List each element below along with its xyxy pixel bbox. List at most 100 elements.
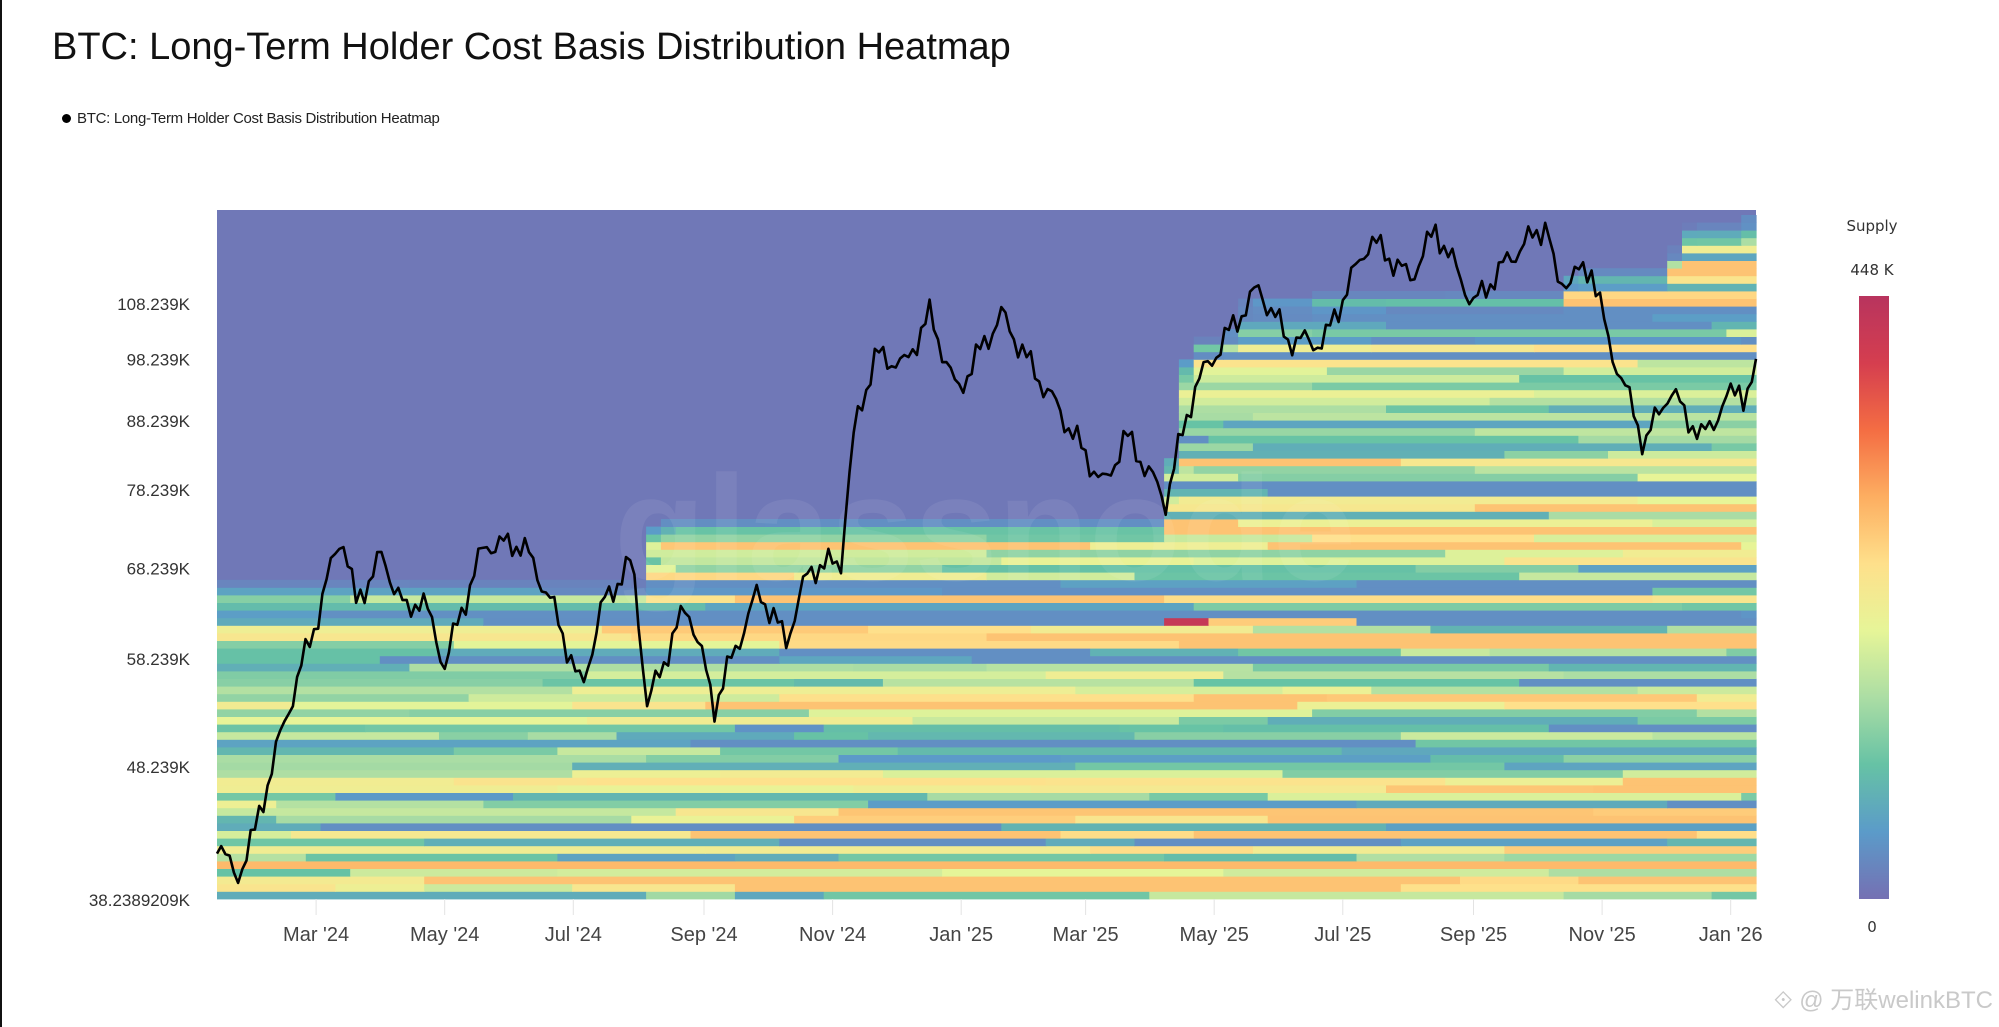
heatmap-cell: [971, 655, 1757, 664]
heatmap-cell: [1726, 329, 1757, 337]
heatmap-cell: [1415, 564, 1579, 573]
heatmap-cell: [1563, 891, 1713, 900]
heatmap-cell: [335, 883, 425, 892]
heatmap-cell: [1178, 420, 1224, 429]
heatmap-cell: [1193, 830, 1698, 839]
heatmap-cell: [542, 587, 647, 596]
heatmap-cell: [1711, 443, 1757, 451]
legend-dot-icon: [62, 114, 71, 123]
heatmap-cell: [1548, 405, 1757, 413]
heatmap-cell: [1178, 412, 1254, 421]
legend[interactable]: BTC: Long-Term Holder Cost Basis Distrib…: [62, 110, 440, 127]
heatmap-cell: [217, 731, 440, 740]
heatmap-cell: [379, 655, 780, 664]
heatmap-cell: [217, 579, 410, 588]
heatmap-cell: [1608, 450, 1757, 459]
heatmap-cell: [1178, 359, 1195, 368]
heatmap-cell: [823, 724, 1121, 733]
x-axis: Mar '24 May '24 Jul '24 Sep '24 Nov '24 Jan '…: [283, 899, 1763, 946]
heatmap-cell: [217, 648, 440, 657]
heatmap-cell: [1178, 389, 1535, 398]
heatmap-cell: [646, 557, 662, 565]
heatmap-cell: [1252, 306, 1313, 315]
heatmap-cell: [1667, 260, 1683, 269]
heatmap-cell: [1193, 374, 1520, 383]
heatmap-cell: [1386, 306, 1565, 315]
heatmap-cell: [720, 792, 928, 801]
heatmap-cell: [1445, 291, 1565, 299]
heatmap-cell: [217, 792, 336, 801]
heatmap-cell: [1238, 336, 1372, 345]
heatmap-cell: [542, 678, 795, 687]
colorbar: Supply 448 K 0: [1846, 217, 1897, 936]
heatmap-cell: [1178, 374, 1195, 383]
heatmap-cell: [1223, 420, 1653, 429]
heatmap-cell: [557, 868, 943, 877]
heatmap-cell: [1356, 579, 1757, 588]
heatmap-cell: [1667, 253, 1683, 261]
heatmap-cell: [646, 564, 677, 573]
heatmap-cell: [1519, 678, 1757, 687]
heatmap-cell: [217, 891, 647, 900]
heatmap-cell: [483, 800, 869, 809]
heatmap-cell: [1667, 412, 1757, 421]
heatmap-cell: [439, 648, 780, 657]
heatmap-cell: [1312, 313, 1654, 322]
heatmap-cell: [1548, 663, 1757, 672]
heatmap-cell: [276, 815, 632, 824]
heatmap-cell: [217, 678, 544, 687]
x-tick-label: Nov '25: [1569, 924, 1636, 946]
x-tick-label: May '25: [1179, 924, 1248, 946]
heatmap-cell: [1593, 785, 1757, 793]
heatmap-cell: [660, 534, 988, 543]
heatmap-cell: [350, 595, 647, 603]
heatmap-cell: [1741, 222, 1757, 231]
heatmap-cell: [1001, 823, 1387, 831]
glassnode-watermark: glassnode: [614, 444, 1356, 612]
heatmap-cell: [868, 625, 1032, 634]
heatmap-cell: [1652, 731, 1757, 740]
heatmap-cell: [1134, 572, 1520, 581]
heatmap-cell: [513, 792, 721, 801]
heatmap-cell: [1474, 503, 1757, 512]
heatmap-cell: [1178, 465, 1195, 474]
heatmap-cell: [453, 747, 558, 755]
x-tick-label: Jul '25: [1314, 924, 1371, 946]
heatmap-cell: [1563, 298, 1757, 307]
heatmap-cell: [675, 526, 780, 535]
heatmap-cell: [1682, 230, 1698, 239]
heatmap-cell: [572, 883, 736, 892]
heatmap-cell: [1164, 534, 1313, 543]
y-tick-label: 38.2389209K: [89, 891, 191, 910]
heatmap-cell: [675, 610, 1742, 619]
y-tick-label: 108.239K: [117, 295, 190, 314]
heatmap-cell: [1193, 678, 1520, 687]
heatmap-cell: [1312, 534, 1535, 543]
heatmap-cell: [1534, 344, 1757, 353]
heatmap-cell: [1741, 610, 1757, 619]
heatmap-cell: [1741, 336, 1757, 345]
heatmap-cell: [587, 671, 1047, 679]
heatmap-cell: [217, 830, 292, 839]
heatmap-cell: [1726, 648, 1757, 657]
heatmap-cell: [1312, 298, 1387, 307]
heatmap-cell: [1060, 830, 1195, 839]
heatmap-cell: [217, 762, 573, 771]
heatmap-cell: [217, 716, 588, 725]
heatmap-cell: [217, 686, 573, 695]
heatmap-cell: [1149, 792, 1269, 801]
heatmap-cell: [1667, 245, 1683, 254]
heatmap-cell: [646, 549, 988, 558]
heatmap-cell: [217, 625, 603, 634]
heatmap-cell: [1090, 845, 1254, 854]
heatmap-cell: [217, 640, 455, 649]
heatmap-cell: [764, 519, 1165, 527]
heatmap-cell: [1578, 268, 1668, 277]
heatmap-cell: [1164, 496, 1180, 505]
heatmap-cell: [1386, 405, 1550, 413]
heatmap-cell: [942, 564, 1417, 573]
heatmap-cell: [1312, 306, 1387, 315]
heatmap-cell: [365, 724, 736, 733]
heatmap-cell: [1164, 458, 1180, 467]
